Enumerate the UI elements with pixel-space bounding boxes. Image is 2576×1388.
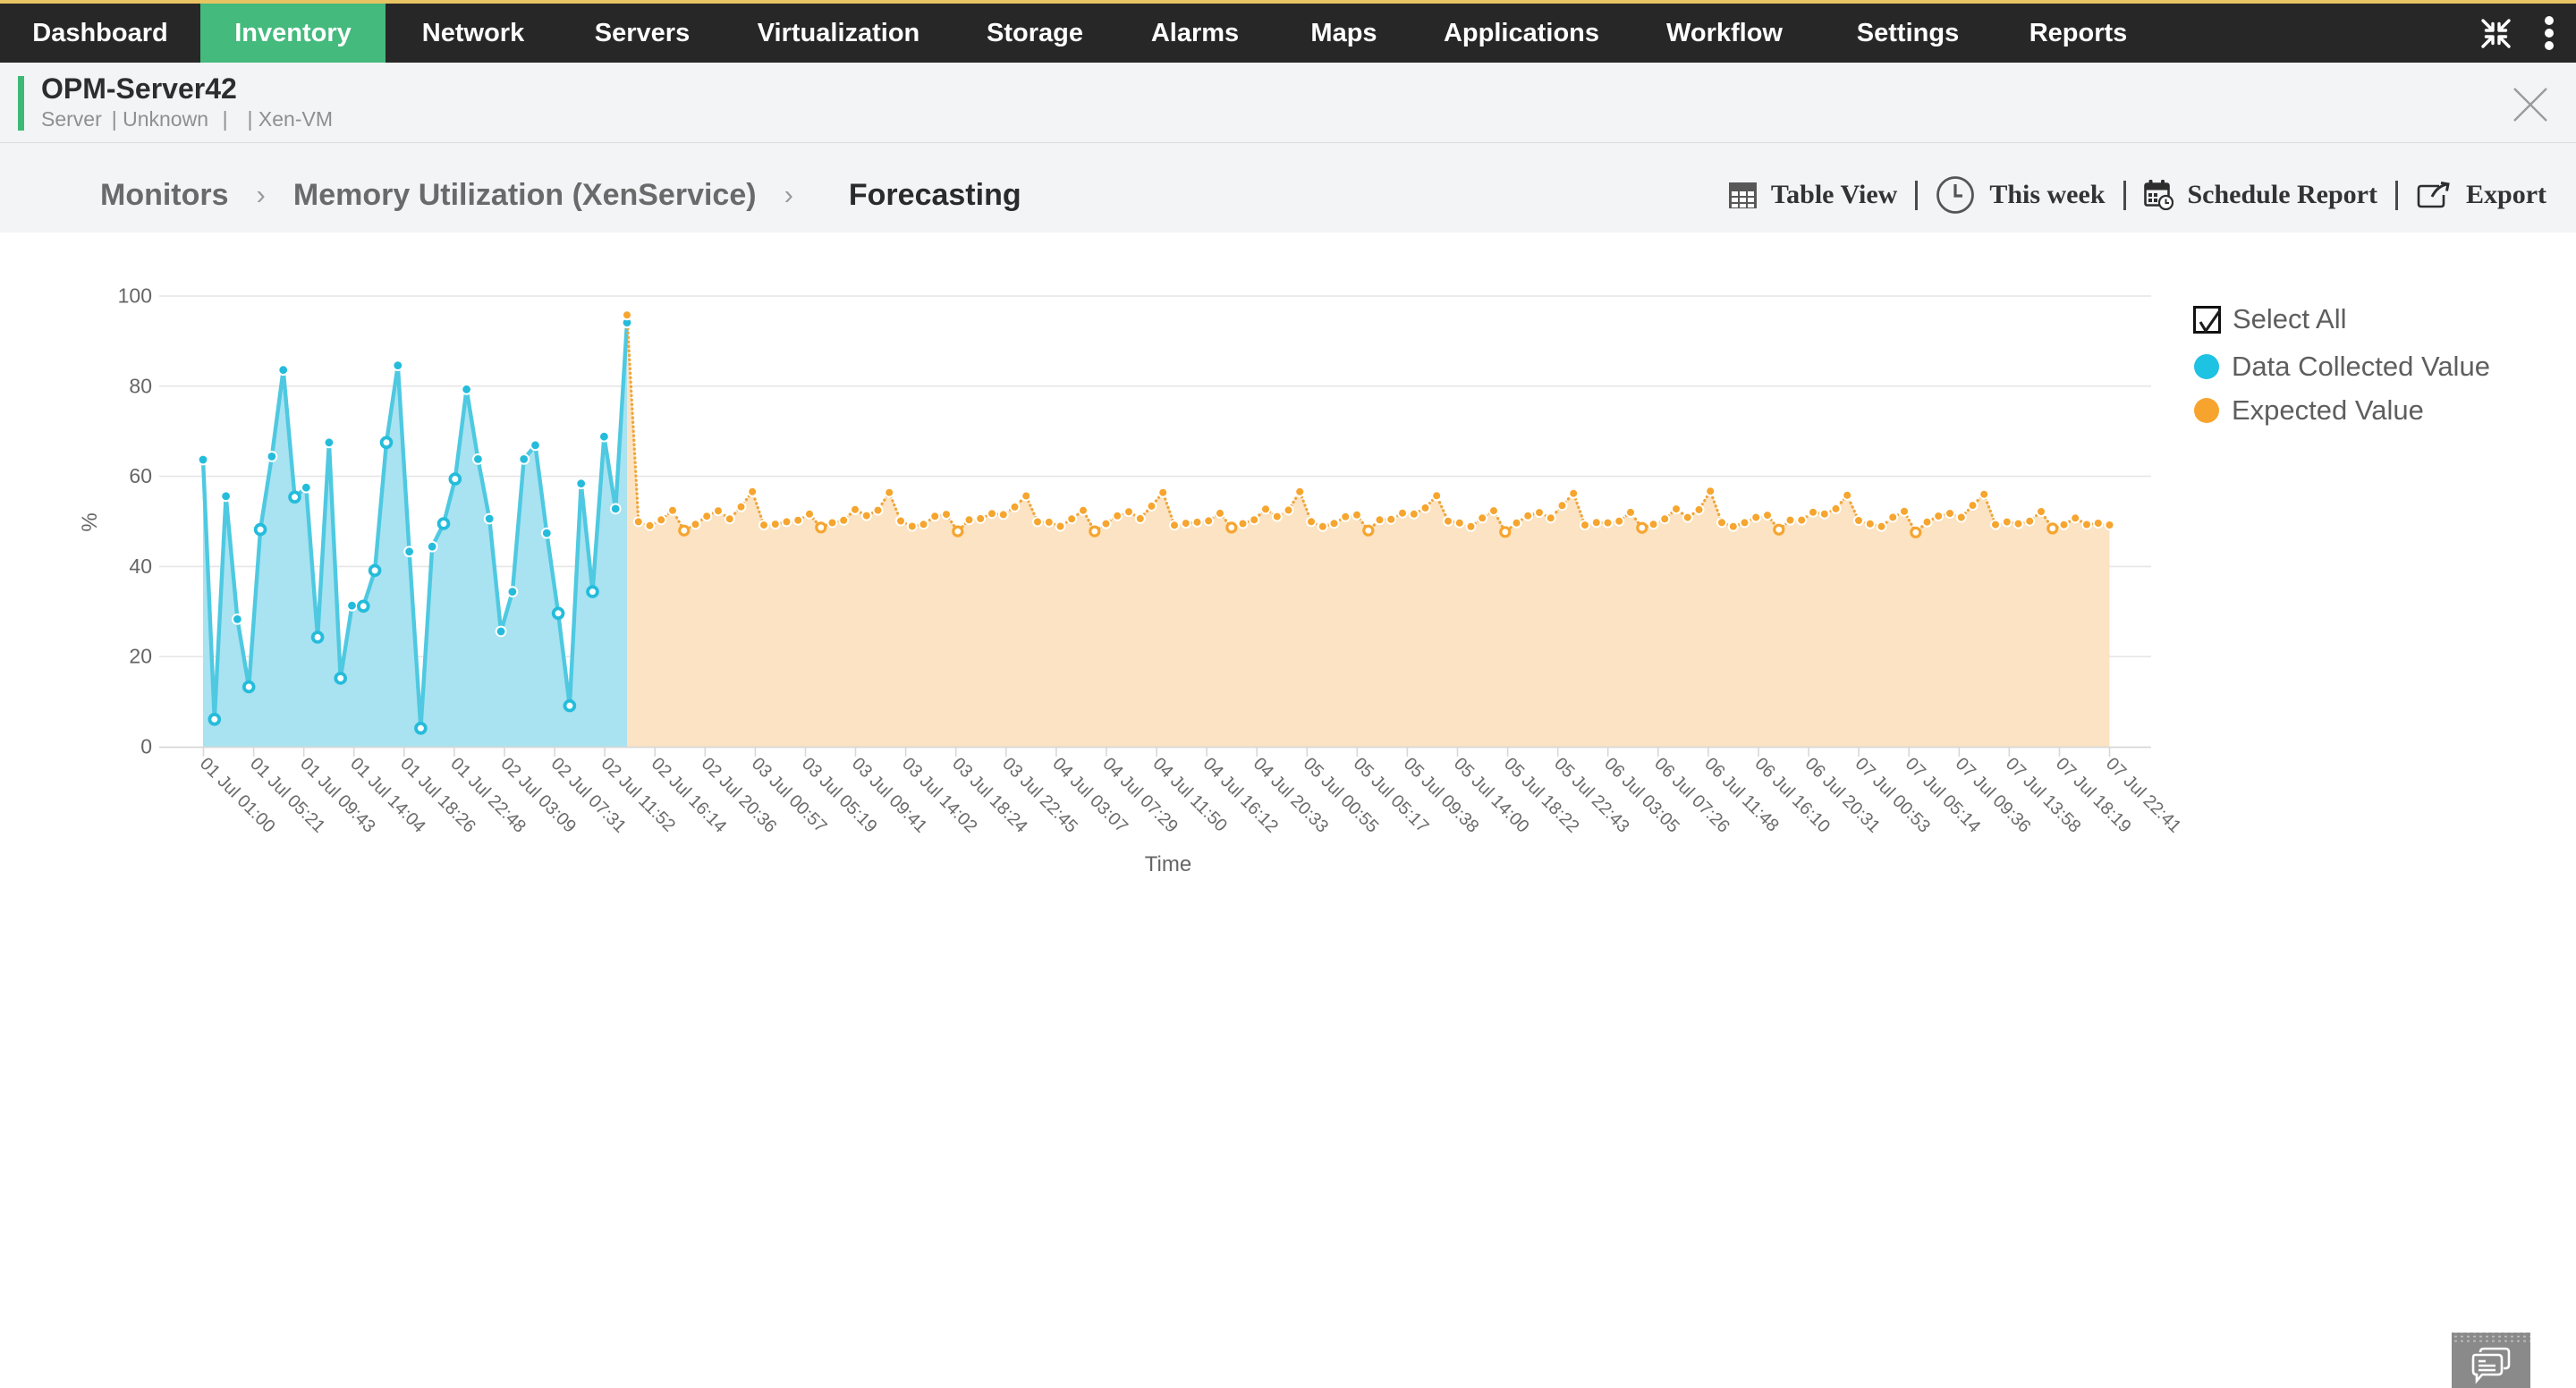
svg-text:60: 60 bbox=[129, 464, 152, 487]
svg-text:80: 80 bbox=[129, 374, 152, 397]
svg-text:20: 20 bbox=[129, 645, 152, 668]
svg-text:Time: Time bbox=[1145, 852, 1191, 876]
svg-text:100: 100 bbox=[118, 284, 152, 308]
svg-text:40: 40 bbox=[129, 554, 152, 578]
svg-text:%: % bbox=[78, 512, 102, 531]
svg-text:0: 0 bbox=[140, 735, 152, 758]
